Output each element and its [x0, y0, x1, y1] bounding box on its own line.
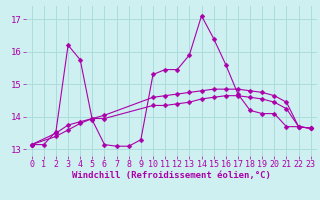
- X-axis label: Windchill (Refroidissement éolien,°C): Windchill (Refroidissement éolien,°C): [72, 171, 271, 180]
